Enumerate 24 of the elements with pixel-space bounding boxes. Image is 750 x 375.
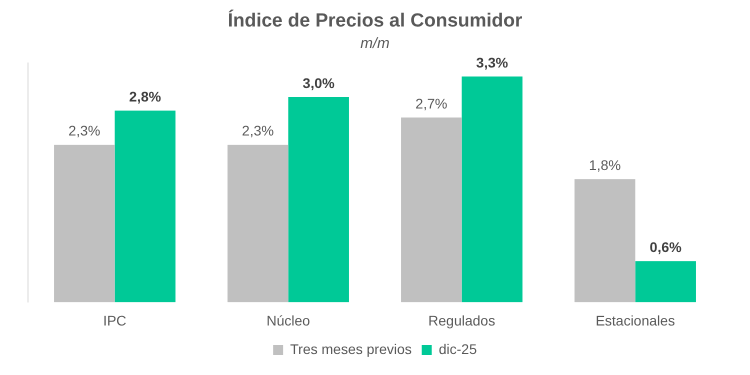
bar bbox=[288, 97, 349, 302]
x-tick-label: IPC bbox=[103, 312, 126, 328]
bar bbox=[635, 261, 696, 302]
bar bbox=[114, 110, 176, 302]
x-tick-label: Estacionales bbox=[596, 312, 675, 328]
data-label: 3,3% bbox=[476, 54, 509, 70]
chart-subtitle: m/m bbox=[360, 34, 390, 52]
data-label: 1,8% bbox=[588, 156, 621, 173]
bar bbox=[574, 179, 636, 302]
chart-title: Índice de Precios al Consumidor bbox=[228, 10, 523, 32]
legend-label: Tres meses previos bbox=[290, 340, 412, 357]
data-label: 2,3% bbox=[242, 122, 274, 139]
data-label: 2,7% bbox=[415, 95, 448, 112]
bar bbox=[462, 76, 522, 302]
bar bbox=[54, 144, 115, 302]
data-label: 2,3% bbox=[68, 122, 100, 139]
bar bbox=[228, 144, 288, 302]
x-tick-label: Regulados bbox=[428, 312, 496, 328]
data-label: 2,8% bbox=[129, 88, 162, 105]
x-tick-label: Núcleo bbox=[266, 312, 310, 328]
data-label: 0,6% bbox=[650, 239, 682, 256]
bar bbox=[401, 118, 462, 302]
legend-label: dic-25 bbox=[438, 340, 478, 357]
data-label: 3,0% bbox=[302, 74, 336, 91]
